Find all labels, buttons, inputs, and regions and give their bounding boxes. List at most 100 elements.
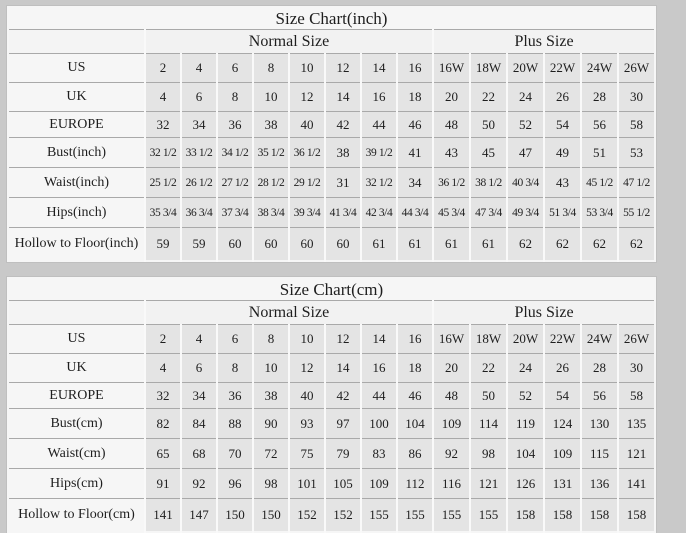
size-cell: 37 3/4 xyxy=(216,197,253,228)
size-cell: 42 3/4 xyxy=(360,197,397,228)
size-cell: 101 xyxy=(288,468,325,499)
size-cell: 10 xyxy=(288,53,325,83)
size-cell: 45 1/2 xyxy=(580,167,618,198)
size-cell: 62 xyxy=(543,227,581,261)
size-cell: 62 xyxy=(506,227,544,261)
size-cell: 79 xyxy=(324,438,361,469)
table-row: Waist(cm) 65 68 70 72 75 79 83 86 92 98 104 109 115 12… xyxy=(8,438,655,469)
size-cell: 28 xyxy=(580,82,618,112)
size-cell: 100 xyxy=(360,408,397,439)
size-cell: 36 1/2 xyxy=(288,137,325,168)
size-cell: 155 xyxy=(469,498,507,532)
size-cell: 43 xyxy=(432,137,470,168)
size-cell: 20 xyxy=(432,353,470,383)
size-cell: 53 xyxy=(617,137,655,168)
size-cell: 16W xyxy=(432,324,470,354)
table-row: UK 4 6 8 10 12 14 16 18 20 22 24 26 28 30 xyxy=(8,82,655,112)
size-cell: 155 xyxy=(432,498,470,532)
size-cell: 18 xyxy=(396,353,433,383)
size-cell: 141 xyxy=(144,498,181,532)
size-cell: 51 3/4 xyxy=(543,197,581,228)
size-cell: 30 xyxy=(617,82,655,112)
size-cell: 14 xyxy=(324,353,361,383)
size-cell: 20W xyxy=(506,324,544,354)
size-cell: 14 xyxy=(360,324,397,354)
size-cell: 18W xyxy=(469,324,507,354)
table-row: UK 4 6 8 10 12 14 16 18 20 22 24 26 28 30 xyxy=(8,353,655,383)
row-label: Hips(inch) xyxy=(8,197,145,228)
size-cell: 4 xyxy=(180,324,217,354)
size-cell: 88 xyxy=(216,408,253,439)
row-label: Hollow to Floor(inch) xyxy=(8,227,145,261)
size-cell: 91 xyxy=(144,468,181,499)
size-cell: 60 xyxy=(252,227,289,261)
size-cell: 6 xyxy=(216,324,253,354)
size-cell: 10 xyxy=(288,324,325,354)
size-cell: 62 xyxy=(617,227,655,261)
size-cell: 22W xyxy=(543,324,581,354)
table-title-row: Size Chart(cm) xyxy=(8,278,655,301)
size-cell: 16 xyxy=(360,353,397,383)
size-cell: 22 xyxy=(469,82,507,112)
size-cell: 4 xyxy=(144,353,181,383)
table-title: Size Chart(cm) xyxy=(8,278,655,301)
size-cell: 32 1/2 xyxy=(144,137,181,168)
size-cell: 26 xyxy=(543,82,581,112)
size-cell: 30 xyxy=(617,353,655,383)
size-cell: 49 xyxy=(543,137,581,168)
size-cell: 16 xyxy=(360,82,397,112)
size-cell: 20 xyxy=(432,82,470,112)
table-row: US 2 4 6 8 10 12 14 16 16W 18W 20W 22W 24W 26W xyxy=(8,324,655,354)
size-cell: 42 xyxy=(324,111,361,138)
size-cell: 84 xyxy=(180,408,217,439)
size-cell: 14 xyxy=(360,53,397,83)
table-row: Waist(inch) 25 1/2 26 1/2 27 1/2 28 1/2 29 1/… xyxy=(8,167,655,198)
size-cell: 38 xyxy=(324,137,361,168)
size-cell: 10 xyxy=(252,82,289,112)
size-cell: 104 xyxy=(506,438,544,469)
row-label: UK xyxy=(8,353,145,383)
size-cell: 147 xyxy=(180,498,217,532)
size-cell: 121 xyxy=(469,468,507,499)
size-cell: 18 xyxy=(396,82,433,112)
size-cell: 44 xyxy=(360,111,397,138)
size-cell: 109 xyxy=(360,468,397,499)
size-cell: 150 xyxy=(216,498,253,532)
table-row: US 2 4 6 8 10 12 14 16 16W 18W 20W 22W 24W 26W xyxy=(8,53,655,83)
size-cell: 41 xyxy=(396,137,433,168)
normal-size-header: Normal Size xyxy=(144,29,433,54)
size-cell: 28 xyxy=(580,353,618,383)
size-cell: 2 xyxy=(144,53,181,83)
size-cell: 104 xyxy=(396,408,433,439)
size-cell: 40 xyxy=(288,382,325,409)
size-cell: 14 xyxy=(324,82,361,112)
size-cell: 42 xyxy=(324,382,361,409)
size-cell: 38 1/2 xyxy=(469,167,507,198)
size-cell: 16 xyxy=(396,53,433,83)
size-cell: 135 xyxy=(617,408,655,439)
size-cell: 32 xyxy=(144,111,181,138)
size-cell: 51 xyxy=(580,137,618,168)
row-label: US xyxy=(8,324,145,354)
table-row: Bust(cm) 82 84 88 90 93 97 100 104 109 114 119 124 13… xyxy=(8,408,655,439)
size-cell: 35 1/2 xyxy=(252,137,289,168)
size-cell: 56 xyxy=(580,111,618,138)
size-cell: 131 xyxy=(543,468,581,499)
size-cell: 38 3/4 xyxy=(252,197,289,228)
size-cell: 61 xyxy=(469,227,507,261)
size-cell: 32 xyxy=(144,382,181,409)
row-label: Hips(cm) xyxy=(8,468,145,499)
size-cell: 26 xyxy=(543,353,581,383)
size-cell: 126 xyxy=(506,468,544,499)
size-cell: 27 1/2 xyxy=(216,167,253,198)
size-cell: 22 xyxy=(469,353,507,383)
size-cell: 158 xyxy=(543,498,581,532)
row-label: US xyxy=(8,53,145,83)
size-cell: 82 xyxy=(144,408,181,439)
row-label: Hollow to Floor(cm) xyxy=(8,498,145,532)
size-cell: 158 xyxy=(506,498,544,532)
size-cell: 43 xyxy=(543,167,581,198)
size-cell: 12 xyxy=(288,82,325,112)
size-cell: 62 xyxy=(580,227,618,261)
size-cell: 8 xyxy=(216,353,253,383)
